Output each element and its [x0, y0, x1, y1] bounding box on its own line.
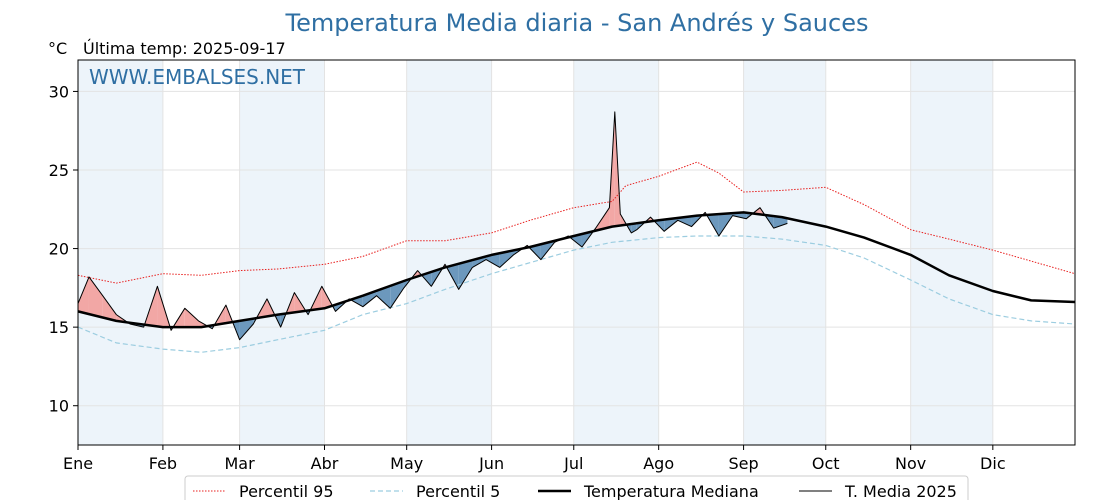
x-tick-label-may: May [390, 454, 423, 473]
x-tick-label-ago: Ago [643, 454, 674, 473]
legend-label-p5: Percentil 5 [416, 482, 500, 500]
anomaly-below-fill [499, 250, 514, 268]
x-tick-label-sep: Sep [729, 454, 759, 473]
last-temp-label: Última temp: 2025-09-17 [83, 39, 286, 58]
month-band-nov [910, 60, 993, 445]
anomaly-above-fill [88, 276, 103, 318]
y-tick-label-25: 25 [49, 161, 69, 180]
series-line-percentil-95 [77, 161, 1076, 284]
anomaly-fills [78, 111, 788, 340]
anomaly-above-fill [78, 276, 89, 315]
y-tick-label-30: 30 [49, 82, 69, 101]
anomaly-below-fill [732, 212, 747, 219]
plot-frame [77, 59, 1076, 446]
month-band-jul [573, 60, 659, 445]
x-tick-label-dic: Dic [980, 454, 1006, 473]
series-line-temperatura-mediana [77, 211, 1076, 329]
anomaly-below-fill [773, 216, 788, 229]
x-tick-label-jul: Jul [563, 454, 583, 473]
anomaly-above-fill [102, 295, 117, 321]
series-lines [77, 111, 1076, 353]
x-tick-label-abr: Abr [311, 454, 339, 473]
anomaly-below-fill [677, 216, 692, 227]
anomaly-below-fill [472, 256, 487, 268]
anomaly-below-fill [376, 285, 391, 309]
month-band-may [406, 60, 492, 445]
month-band-mar [239, 60, 325, 445]
x-axis-ticks: Ene Feb Mar Abr May Jun Jul Ago Sep Oct Nov Dic [63, 445, 1006, 473]
y-tick-label-10: 10 [49, 397, 69, 416]
y-tick-label-15: 15 [49, 318, 69, 337]
anomaly-below-fill [458, 260, 473, 290]
y-axis-ticks: 10 15 20 25 30 [49, 82, 78, 416]
legend-label-median: Temperatura Mediana [583, 482, 759, 500]
series-line-percentil-5 [77, 235, 1076, 353]
x-tick-label-ene: Ene [63, 454, 93, 473]
legend: Percentil 95 Percentil 5 Temperatura Med… [184, 475, 969, 500]
anomaly-below-fill [350, 295, 363, 307]
series-line-t-media-2025 [77, 111, 788, 341]
x-tick-label-oct: Oct [812, 454, 840, 473]
y-tick-label-20: 20 [49, 240, 69, 259]
x-tick-label-nov: Nov [895, 454, 926, 473]
month-band-ene [78, 60, 163, 445]
month-band-sep [743, 60, 826, 445]
x-tick-label-feb: Feb [149, 454, 177, 473]
anomaly-below-fill [528, 244, 541, 260]
chart-title: Temperatura Media diaria - San Andrés y … [285, 9, 869, 37]
x-tick-label-mar: Mar [225, 454, 256, 473]
month-bands [78, 60, 993, 445]
unit-label: °C [48, 39, 67, 58]
anomaly-above-fill [184, 308, 199, 328]
anomaly-below-fill [239, 318, 254, 340]
anomaly-below-fill [390, 280, 404, 309]
legend-label-p95: Percentil 95 [239, 482, 334, 500]
x-tick-label-jun: Jun [478, 454, 504, 473]
legend-label-current: T. Media 2025 [844, 482, 957, 500]
watermark: WWW.EMBALSES.NET [89, 65, 306, 89]
legend-box [184, 475, 969, 500]
